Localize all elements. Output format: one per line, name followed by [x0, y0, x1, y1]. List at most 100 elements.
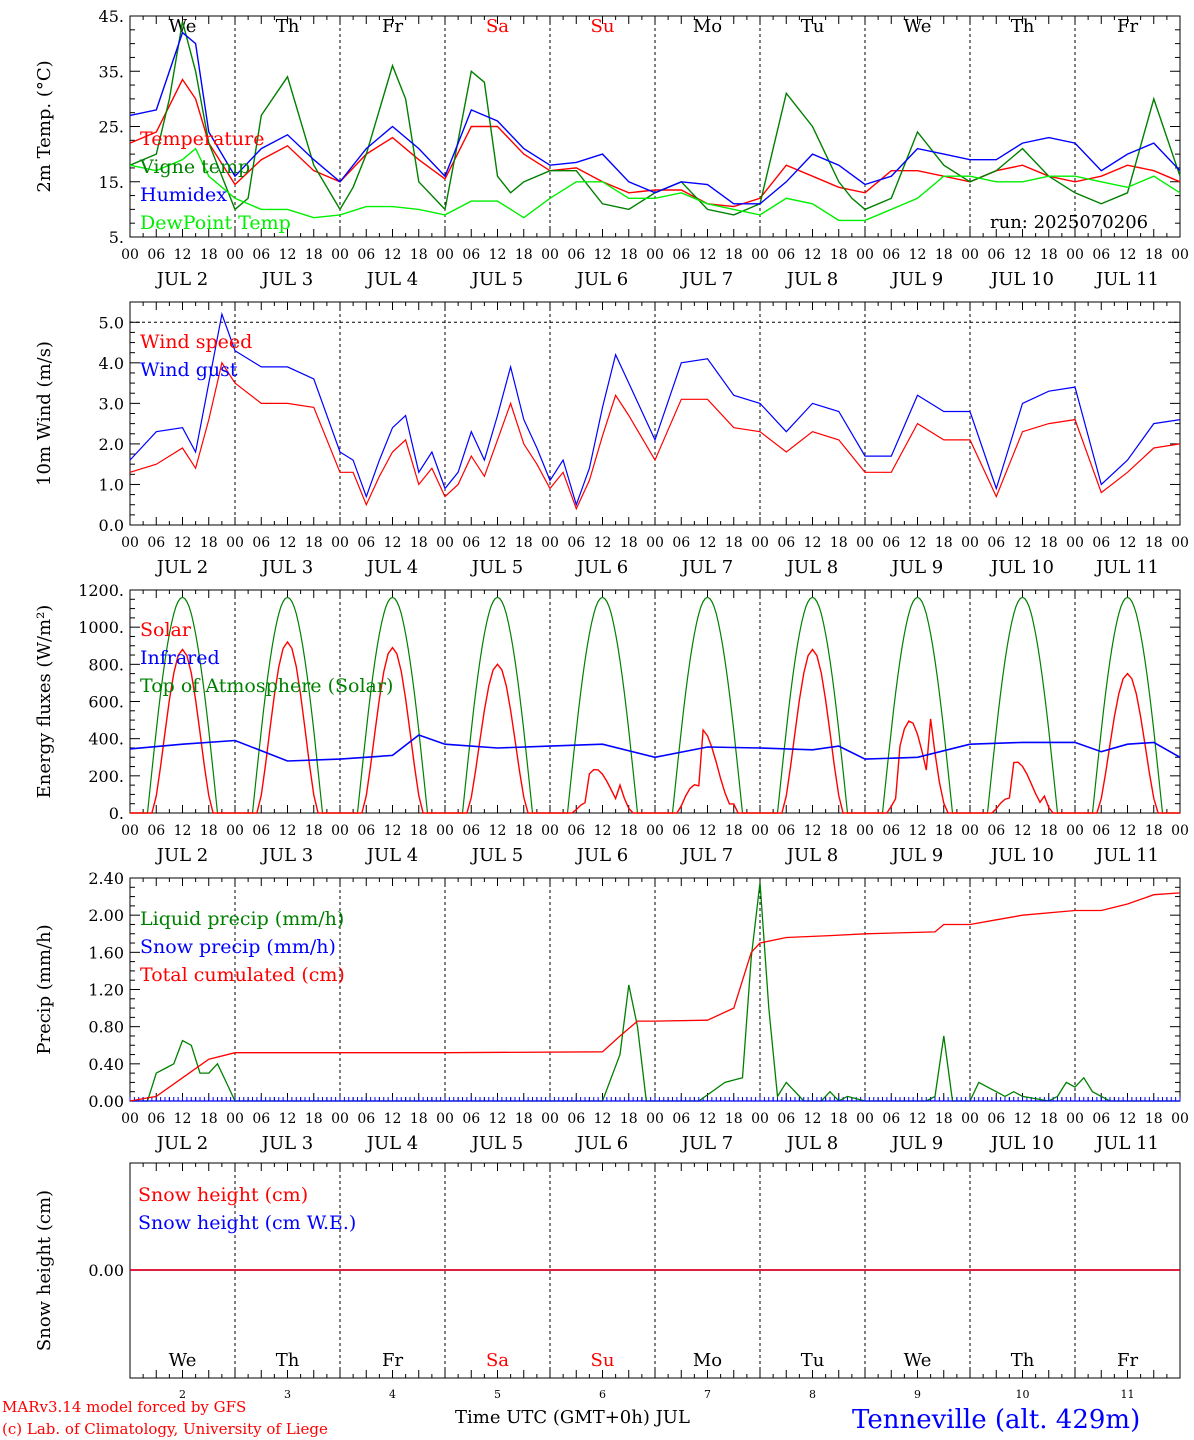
date-label: JUL 11 [1094, 269, 1159, 290]
day-number-label: 9 [914, 1388, 921, 1401]
hour-tick-label: 18 [410, 1111, 428, 1127]
hour-tick-label: 18 [1040, 535, 1058, 551]
date-label: JUL 4 [365, 1133, 419, 1154]
hour-tick-label: 06 [462, 247, 480, 263]
date-label: JUL 8 [785, 269, 839, 290]
hour-tick-label: 12 [174, 535, 192, 551]
hour-tick-label: 18 [1040, 247, 1058, 263]
hour-tick-label: 00 [1066, 247, 1084, 263]
hour-tick-label: 06 [252, 247, 270, 263]
hour-tick-label: 06 [462, 1111, 480, 1127]
hour-tick-label: 00 [436, 535, 454, 551]
hour-tick-label: 12 [804, 1111, 822, 1127]
y-axis-label: Energy fluxes (W/m²) [34, 605, 55, 799]
hour-tick-label: 06 [672, 535, 690, 551]
hour-tick-label: 18 [305, 1111, 323, 1127]
date-label: JUL 7 [680, 1133, 734, 1154]
hour-tick-label: 12 [384, 823, 402, 839]
hour-tick-label: 12 [279, 823, 297, 839]
hour-tick-label: 06 [882, 823, 900, 839]
hour-tick-label: 00 [121, 823, 139, 839]
y-tick-label: 400. [88, 730, 124, 749]
legend-total-cumulated-cm: Total cumulated (cm) [140, 964, 345, 986]
weekday-label: Fr [1117, 16, 1138, 37]
hour-tick-label: 00 [331, 535, 349, 551]
date-label: JUL 5 [470, 557, 524, 578]
date-label: JUL 11 [1094, 557, 1159, 578]
day-number-label: 3 [284, 1388, 291, 1401]
hour-tick-label: 18 [515, 1111, 533, 1127]
hour-tick-label: 00 [226, 247, 244, 263]
hour-tick-label: 00 [856, 535, 874, 551]
hour-tick-label: 06 [777, 1111, 795, 1127]
hour-tick-label: 06 [567, 1111, 585, 1127]
hour-tick-label: 12 [384, 247, 402, 263]
hour-tick-label: 12 [279, 1111, 297, 1127]
hour-tick-label: 12 [489, 247, 507, 263]
hour-tick-label: 12 [804, 823, 822, 839]
day-number-label: 8 [809, 1388, 816, 1401]
y-tick-label: 1200. [78, 581, 124, 600]
y-tick-label: 0. [109, 804, 124, 823]
hour-tick-label: 12 [594, 535, 612, 551]
hour-tick-label: 18 [830, 1111, 848, 1127]
hour-tick-label: 06 [357, 247, 375, 263]
hour-tick-label: 00 [226, 823, 244, 839]
date-label: JUL 3 [260, 845, 314, 866]
weekday-label: Sa [486, 1350, 509, 1371]
hour-tick-label: 06 [987, 535, 1005, 551]
hour-tick-label: 12 [1119, 535, 1137, 551]
hour-tick-label: 18 [935, 1111, 953, 1127]
hour-tick-label: 00 [436, 1111, 454, 1127]
weekday-label: Th [276, 16, 300, 37]
weekday-label: Fr [1117, 1350, 1138, 1371]
footer-lab: (c) Lab. of Climatology, University of L… [2, 1420, 328, 1438]
series-vigne-temp [129, 21, 1181, 216]
weekday-label: Th [276, 1350, 300, 1371]
hour-tick-label: 00 [226, 535, 244, 551]
date-label: JUL 4 [365, 557, 419, 578]
legend-wind-gust: Wind gust [140, 359, 238, 381]
hour-tick-label: 06 [252, 823, 270, 839]
y-tick-label: 600. [88, 693, 124, 712]
hour-tick-label: 12 [804, 247, 822, 263]
hour-tick-label: 06 [1092, 535, 1110, 551]
hour-tick-label: 06 [777, 535, 795, 551]
hour-tick-label: 18 [1040, 823, 1058, 839]
hour-tick-label: 12 [489, 823, 507, 839]
legend-temperature: Temperature [140, 128, 264, 150]
hour-tick-label: 06 [252, 1111, 270, 1127]
day-number-label: 11 [1121, 1388, 1135, 1401]
hour-tick-label: 06 [357, 1111, 375, 1127]
hour-tick-label: 00 [121, 535, 139, 551]
hour-tick-label: 12 [174, 1111, 192, 1127]
hour-tick-label: 18 [515, 535, 533, 551]
date-label: JUL 8 [785, 1133, 839, 1154]
day-number-label: 7 [704, 1388, 711, 1401]
hour-tick-label: 06 [147, 535, 165, 551]
hour-tick-label: 06 [147, 1111, 165, 1127]
y-tick-label: 2.0 [99, 435, 124, 454]
legend-snow-height-cm-w-e: Snow height (cm W.E.) [138, 1212, 356, 1234]
hour-tick-label: 00 [1066, 535, 1084, 551]
hour-tick-label: 12 [174, 247, 192, 263]
y-tick-label: 1000. [78, 618, 124, 637]
hour-tick-label: 12 [279, 247, 297, 263]
hour-tick-label: 12 [1119, 1111, 1137, 1127]
legend-solar: Solar [140, 619, 192, 641]
hour-tick-label: 00 [751, 535, 769, 551]
hour-tick-label: 06 [882, 247, 900, 263]
weekday-label: Mo [693, 16, 722, 37]
hour-tick-label: 00 [331, 247, 349, 263]
weekday-label: Tu [801, 16, 825, 37]
date-label: JUL 11 [1094, 1133, 1159, 1154]
date-label: JUL 11 [1094, 845, 1159, 866]
hour-tick-label: 00 [856, 247, 874, 263]
y-tick-label: 200. [88, 767, 124, 786]
date-label: JUL 5 [470, 269, 524, 290]
legend-dewpoint-temp: DewPoint Temp [140, 212, 291, 234]
hour-tick-label: 06 [987, 1111, 1005, 1127]
series-infrared [129, 734, 1181, 762]
hour-tick-label: 12 [1119, 823, 1137, 839]
